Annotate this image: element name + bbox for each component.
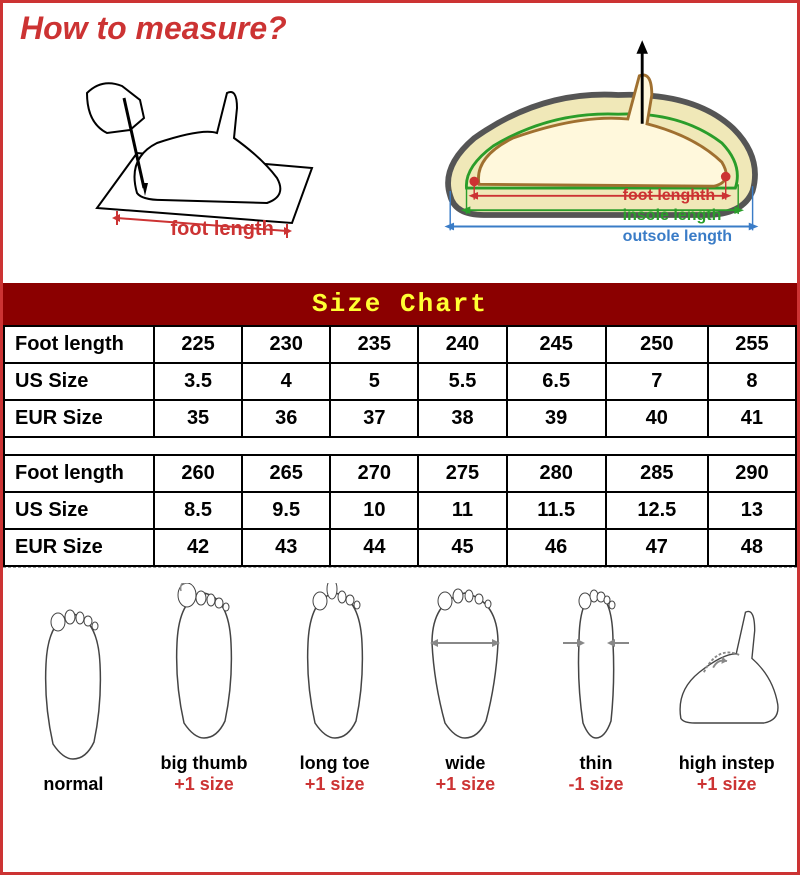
row-label: EUR Size — [4, 529, 154, 566]
outer-frame: How to measure? foot length — [0, 0, 800, 875]
table-row: US Size 3.5455.56.578 — [4, 363, 796, 400]
foot-type-adjust: +1 size — [269, 774, 400, 795]
table-row: Foot length 225230235240245250255 — [4, 326, 796, 363]
foot-types-row: normal big thumb +1 size long toe +1 siz… — [3, 567, 797, 805]
size-table-1: Foot length 225230235240245250255 US Siz… — [3, 325, 797, 567]
row-label: US Size — [4, 492, 154, 529]
foot-icon — [420, 583, 510, 743]
table-row: EUR Size 42434445464748 — [4, 529, 796, 566]
row-label: EUR Size — [4, 400, 154, 437]
table-row: US Size 8.59.5101111.512.513 — [4, 492, 796, 529]
shoe-labels: foot lenghth insole length outsole lengt… — [623, 186, 732, 248]
foot-side-icon — [667, 583, 787, 743]
row-label: US Size — [4, 363, 154, 400]
foot-trace-svg — [62, 38, 342, 248]
row-label: Foot length — [4, 326, 154, 363]
foot-type-label: thin — [531, 753, 662, 774]
foot-type-wide: wide +1 size — [400, 583, 531, 795]
foot-type-label: wide — [400, 753, 531, 774]
row-label: Foot length — [4, 455, 154, 492]
foot-type-normal: normal — [8, 604, 139, 795]
foot-type-bigthumb: big thumb +1 size — [139, 583, 270, 795]
table-spacer — [4, 437, 796, 455]
foot-icon — [159, 583, 249, 743]
top-diagrams: foot length — [3, 3, 797, 283]
foot-type-longtoe: long toe +1 size — [269, 583, 400, 795]
label-outsole-length: outsole length — [623, 227, 732, 248]
shoe-diagram: foot lenghth insole length outsole lengt… — [400, 3, 797, 283]
foot-type-label: long toe — [269, 753, 400, 774]
foot-type-label: normal — [8, 774, 139, 795]
foot-type-highinstep: high instep +1 size — [661, 583, 792, 795]
foot-icon — [28, 604, 118, 764]
foot-type-adjust: +1 size — [139, 774, 270, 795]
trace-diagram: foot length — [3, 3, 400, 283]
foot-type-adjust: +1 size — [661, 774, 792, 795]
table-row: Foot length 260265270275280285290 — [4, 455, 796, 492]
table-row: EUR Size 35363738394041 — [4, 400, 796, 437]
foot-length-label: foot length — [171, 218, 274, 241]
foot-type-label: big thumb — [139, 753, 270, 774]
label-foot-length: foot lenghth — [623, 186, 732, 207]
foot-type-label: high instep — [661, 753, 792, 774]
foot-icon — [551, 583, 641, 743]
label-insole-length: insole length — [623, 206, 732, 227]
foot-icon — [290, 583, 380, 743]
foot-type-thin: thin -1 size — [531, 583, 662, 795]
foot-type-adjust: -1 size — [531, 774, 662, 795]
foot-type-adjust: +1 size — [400, 774, 531, 795]
size-chart-banner: Size Chart — [3, 283, 797, 325]
